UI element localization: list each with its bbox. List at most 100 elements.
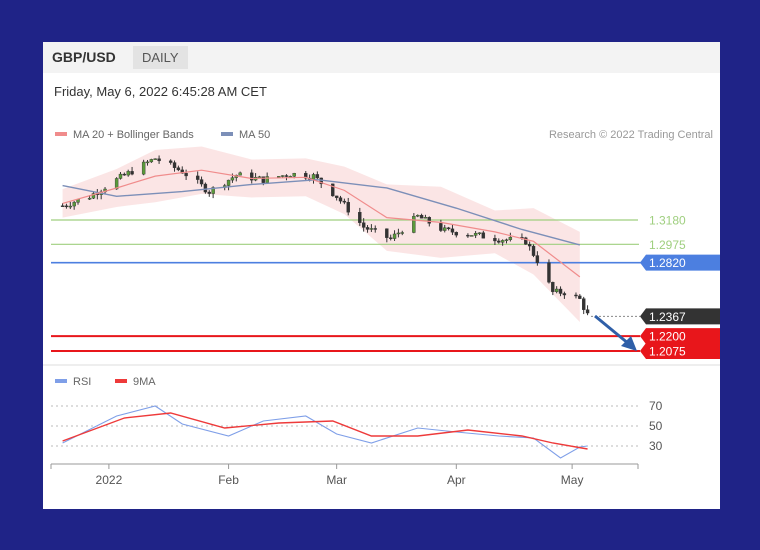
candle-body (250, 172, 254, 181)
candle-body (497, 240, 501, 243)
ma20-legend-swatch (55, 132, 67, 136)
ma50-legend-label: MA 50 (239, 129, 270, 141)
rsi-level-label: 30 (649, 439, 663, 453)
candle-body (558, 288, 563, 294)
candle-body (311, 174, 316, 180)
candle-body (145, 161, 150, 164)
candle-body (412, 215, 416, 233)
candle-body (493, 238, 497, 242)
rsi-ma-legend-swatch (115, 379, 127, 383)
candle-body (153, 158, 157, 160)
candle-body (91, 193, 96, 199)
candle-body (535, 255, 540, 263)
x-axis-tick-label: Feb (218, 473, 239, 487)
price-tag-label: 1.2975 (649, 238, 686, 252)
candle-body (562, 293, 567, 296)
price-tag-label: 1.2200 (649, 330, 686, 344)
price-tag-bg (640, 236, 720, 253)
candle-body (373, 228, 377, 230)
price-tag: 1.2075 (640, 343, 720, 359)
candle-body (416, 214, 420, 217)
ma20-line (62, 169, 581, 278)
chart-header: GBP/USD DAILY (43, 42, 720, 73)
candle-body (199, 179, 204, 185)
price-tag: 1.2367 (640, 308, 720, 325)
candle-body (203, 183, 208, 193)
candle-body (547, 262, 551, 283)
candle-body (361, 222, 366, 228)
candle-body (157, 158, 161, 162)
price-tag: 1.2820 (640, 254, 720, 271)
candle-body (454, 232, 459, 236)
candle-body (504, 239, 509, 241)
price-tag: 1.3180 (640, 212, 720, 228)
candle-body (369, 228, 374, 230)
timeframe-badge[interactable]: DAILY (133, 46, 188, 69)
price-tag: 1.2975 (640, 236, 720, 253)
forecast-arrow-head (621, 336, 637, 351)
candle-body (64, 205, 69, 208)
candle-body (446, 227, 451, 230)
candle-body (207, 191, 211, 194)
candle-body (257, 176, 262, 178)
candle-body (114, 178, 119, 190)
candle-body (238, 172, 242, 176)
candle-body (338, 197, 343, 202)
candle-body (68, 205, 73, 208)
rsi-legend-label: RSI (73, 376, 91, 388)
rsi-level-label: 50 (649, 419, 663, 433)
candle-body (450, 228, 455, 233)
candle-body (304, 173, 308, 179)
candle-body (284, 175, 289, 177)
candle-body (122, 173, 127, 176)
candle-body (477, 232, 482, 234)
candle-body (141, 161, 146, 175)
candle-body (184, 173, 188, 177)
candle-body (280, 175, 285, 177)
candle-body (527, 244, 532, 247)
candle-body (87, 197, 92, 200)
rsi-legend-swatch (55, 379, 67, 383)
symbol-title: GBP/USD (52, 49, 116, 65)
candle-body (172, 162, 177, 168)
x-axis-tick-label: May (561, 473, 584, 487)
candle-body (334, 195, 339, 198)
candle-body (292, 173, 296, 177)
price-tag-label: 1.2075 (649, 345, 686, 359)
candle-body (554, 288, 559, 292)
candle-body (392, 233, 397, 239)
candle-body (574, 294, 578, 297)
candle-body (118, 173, 123, 179)
x-axis-tick-label: Apr (447, 473, 466, 487)
chart-credit: Research © 2022 Trading Central (549, 129, 713, 141)
candle-body (168, 160, 173, 163)
price-tag-label: 1.2367 (649, 310, 686, 324)
candle-body (176, 167, 181, 171)
x-axis-tick-label: Mar (326, 473, 347, 487)
candle-body (72, 202, 76, 207)
candle-body (346, 202, 350, 213)
candle-body (358, 212, 362, 223)
candle-body (315, 174, 320, 179)
candle-body (60, 205, 65, 207)
candle-body (466, 234, 470, 237)
candle-body (126, 171, 130, 176)
candle-body (551, 282, 555, 292)
price-tag: 1.2200 (640, 328, 720, 345)
candle-body (195, 175, 200, 180)
candle-body (385, 228, 389, 238)
x-axis-tick-label: 2022 (96, 473, 123, 487)
price-tag-bg (640, 328, 720, 345)
price-tag-bg (640, 343, 720, 359)
ma20-legend-label: MA 20 + Bollinger Bands (73, 129, 194, 141)
candle-body (470, 235, 474, 237)
rsi-level-label: 70 (649, 399, 663, 413)
candle-body (226, 179, 231, 186)
price-tag-bg (640, 254, 720, 271)
candle-body (423, 217, 428, 219)
candle-body (531, 245, 536, 256)
candle-body (277, 176, 281, 178)
candle-body (473, 232, 478, 236)
candle-body (481, 232, 486, 239)
